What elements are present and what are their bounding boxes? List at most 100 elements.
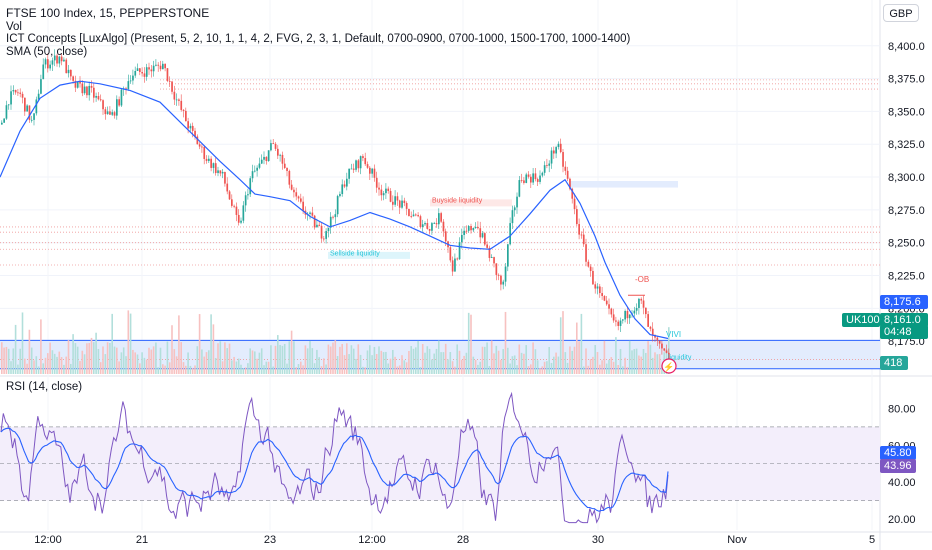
volume-bar	[56, 356, 58, 374]
volume-bar	[661, 365, 663, 374]
candle-body	[260, 159, 263, 164]
candle-body	[495, 263, 498, 275]
volume-bar	[428, 348, 431, 374]
candle-body	[419, 216, 422, 228]
volume-tag: 418	[880, 356, 908, 370]
volume-bar	[467, 312, 470, 374]
candle-body	[548, 163, 551, 166]
time-tick-label: 21	[136, 534, 148, 546]
candle-body	[479, 228, 482, 238]
currency-button[interactable]: GBP	[883, 4, 919, 22]
candle-body	[663, 348, 666, 351]
candle-body	[221, 171, 224, 174]
volume-bar	[67, 340, 70, 374]
candle-body	[28, 105, 31, 120]
volume-bar	[532, 342, 534, 374]
volume-bar	[640, 356, 642, 374]
candle-body	[654, 335, 656, 338]
candle-body	[585, 244, 587, 262]
volume-bar	[371, 355, 373, 374]
volume-bar	[493, 353, 495, 374]
volume-bar	[582, 366, 585, 374]
volume-bar	[484, 346, 486, 374]
volume-bar	[150, 349, 153, 374]
candle-body	[668, 352, 670, 362]
candle-body	[300, 198, 302, 202]
volume-bar	[332, 342, 334, 374]
volume-bar	[104, 354, 107, 374]
volume-bar	[509, 363, 511, 374]
volume-bar	[495, 345, 498, 374]
candle-body	[3, 118, 5, 123]
candle-body	[332, 216, 334, 218]
volume-bar	[155, 342, 157, 374]
candle-body	[297, 196, 300, 199]
volume-bar	[76, 346, 79, 374]
volume-bar	[352, 348, 355, 374]
volume-bar	[228, 343, 231, 374]
volume-bar	[599, 364, 601, 374]
volume-bar	[350, 345, 353, 374]
candle-body	[601, 293, 603, 296]
volume-bar	[541, 366, 544, 374]
candle-body	[638, 298, 640, 308]
volume-bar	[458, 350, 461, 374]
volume-bar	[564, 352, 567, 374]
volume-bar	[203, 356, 205, 374]
candle-body	[99, 99, 102, 101]
volume-bar	[187, 352, 189, 374]
candle-body	[196, 136, 199, 145]
volume-bar	[628, 340, 631, 374]
rsi-ma-line	[0, 427, 669, 512]
volume-bar	[258, 352, 261, 374]
volume-bar	[645, 352, 647, 374]
rsi-legend: RSI (14, close)	[6, 381, 83, 393]
candle-body	[442, 221, 445, 232]
volume-bar	[651, 357, 654, 374]
candle-body	[640, 298, 643, 301]
candle-body	[21, 93, 24, 98]
candle-body	[378, 187, 380, 190]
candle-body	[624, 310, 626, 320]
candle-body	[525, 174, 528, 183]
candle-body	[507, 244, 509, 267]
candle-body	[127, 81, 130, 90]
candle-body	[587, 261, 590, 267]
candle-body	[559, 143, 562, 153]
volume-bar	[355, 358, 357, 374]
candle-body	[633, 310, 636, 314]
volume-bar	[605, 363, 608, 374]
volume-bar	[217, 343, 219, 374]
candle-body	[509, 223, 511, 245]
candle-body	[125, 88, 127, 90]
volume-bar	[513, 355, 516, 374]
volume-bar	[470, 314, 472, 374]
volume-bar	[364, 367, 366, 374]
volume-bar	[619, 348, 622, 374]
candle-body	[44, 59, 47, 65]
volume-bar	[3, 347, 5, 374]
volume-bar	[240, 364, 242, 374]
volume-bar	[132, 349, 134, 374]
volume-bar	[283, 343, 286, 374]
candle-body	[394, 196, 396, 205]
volume-bar	[507, 347, 509, 374]
candle-body	[139, 68, 141, 73]
volume-bar	[447, 359, 449, 374]
volume-bar	[396, 366, 399, 374]
volume-bar	[638, 355, 640, 374]
candle-body	[520, 180, 523, 181]
candle-body	[612, 314, 615, 321]
volume-bar	[219, 341, 222, 374]
candle-body	[336, 196, 339, 215]
candle-body	[610, 308, 613, 315]
volume-bar	[520, 352, 523, 374]
candle-body	[438, 213, 440, 225]
last-price-tag: 8,161.0	[880, 313, 928, 327]
candle-body	[19, 92, 22, 94]
volume-bar	[1, 342, 3, 374]
volume-bar	[311, 348, 314, 374]
candle-body	[113, 112, 116, 116]
volume-bar	[490, 340, 493, 374]
